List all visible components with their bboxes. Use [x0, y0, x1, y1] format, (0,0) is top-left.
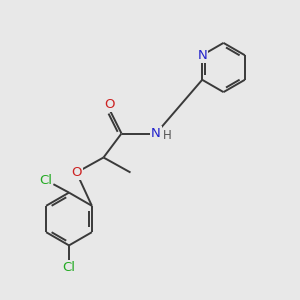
Text: N: N — [197, 49, 207, 62]
Text: O: O — [71, 166, 82, 179]
Text: N: N — [151, 127, 161, 140]
Text: Cl: Cl — [62, 261, 76, 274]
Text: H: H — [163, 129, 172, 142]
Text: Cl: Cl — [39, 174, 52, 187]
Text: O: O — [104, 98, 115, 111]
